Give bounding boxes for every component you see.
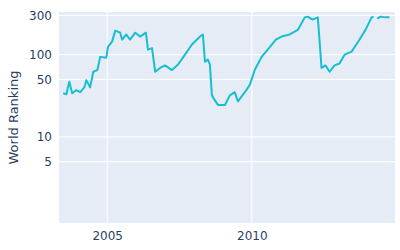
- x-tick: 2010: [237, 223, 268, 243]
- y-tick-label: 300: [29, 9, 52, 23]
- chart: 2005 2010 5 10 50 100 300 World Ranking: [0, 0, 400, 250]
- x-axis-line: [59, 223, 396, 224]
- y-tick-label: 100: [29, 48, 52, 62]
- y-tick: 300: [29, 9, 58, 23]
- plot: 2005 2010 5 10 50 100 300: [29, 9, 395, 243]
- y-axis: 5 10 50 100 300: [29, 9, 58, 224]
- y-tick: 100: [29, 48, 58, 62]
- grid-line-y: [58, 15, 395, 16]
- x-tick-label: 2010: [237, 229, 268, 243]
- x-axis: 2005 2010: [59, 223, 396, 243]
- x-tick-label: 2005: [92, 229, 123, 243]
- y-axis-line: [58, 13, 59, 224]
- grid-line-x: [251, 12, 252, 223]
- y-tick-label: 5: [44, 155, 52, 169]
- y-axis-title: World Ranking: [6, 71, 21, 165]
- y-tick-label: 10: [37, 130, 52, 144]
- ranking-line: [63, 17, 389, 105]
- y-tick: 50: [37, 73, 58, 87]
- grid-line-y: [58, 136, 395, 137]
- marks: [63, 17, 389, 105]
- grid-line-y: [58, 161, 395, 162]
- y-tick: 10: [37, 130, 58, 144]
- y-tick-label: 50: [37, 73, 52, 87]
- grid-line-x: [107, 12, 108, 223]
- grid-line-y: [58, 79, 395, 80]
- x-tick: 2005: [92, 223, 123, 243]
- y-tick: 5: [44, 155, 58, 169]
- plot-background: [58, 12, 395, 223]
